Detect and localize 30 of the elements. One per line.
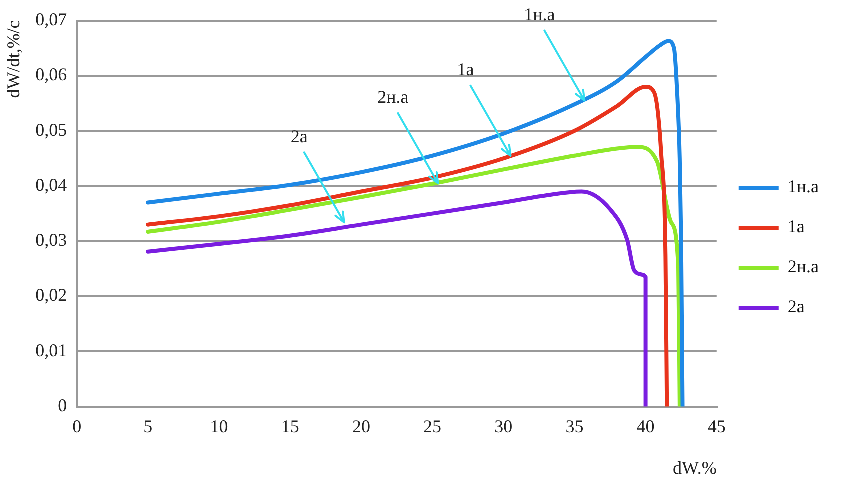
x-tick-label: 40 (636, 416, 655, 436)
legend-label: 2н.а (788, 256, 820, 277)
x-tick-label: 20 (352, 416, 370, 436)
y-tick-label: 0,06 (36, 64, 68, 85)
x-tick-label: 45 (708, 416, 726, 436)
y-tick-label: 0,01 (36, 340, 68, 360)
x-tick-label: 15 (281, 416, 300, 436)
y-tick-label: 0,05 (36, 120, 68, 140)
y-tick-label: 0,04 (36, 174, 68, 195)
annotation: 2а (290, 126, 308, 146)
x-tick-label: 0 (72, 416, 82, 436)
line-series (146, 145, 682, 407)
x-tick-label: 35 (566, 416, 584, 436)
y-tick-label: 0,03 (36, 230, 68, 250)
legend-label: 2а (788, 296, 805, 317)
y-tick-label: 0,07 (36, 10, 68, 30)
x-tick-label: 10 (210, 416, 228, 436)
x-tick-label: 5 (144, 416, 153, 436)
legend-label: 1а (788, 216, 805, 237)
x-axis-title: dW.% (673, 458, 717, 478)
y-axis-title: dW/dt,%/c (4, 20, 24, 98)
x-tick-label: 25 (424, 416, 442, 436)
legend-label: 1н.а (788, 176, 820, 197)
y-tick-label: 0 (58, 396, 68, 416)
annotation: 2н.а (378, 87, 409, 108)
y-tick-label: 0,02 (36, 285, 68, 306)
line-series (146, 190, 648, 407)
annotation: 1н.а (524, 4, 556, 24)
annotation: 1а (457, 60, 474, 80)
x-tick-label: 30 (494, 416, 513, 436)
